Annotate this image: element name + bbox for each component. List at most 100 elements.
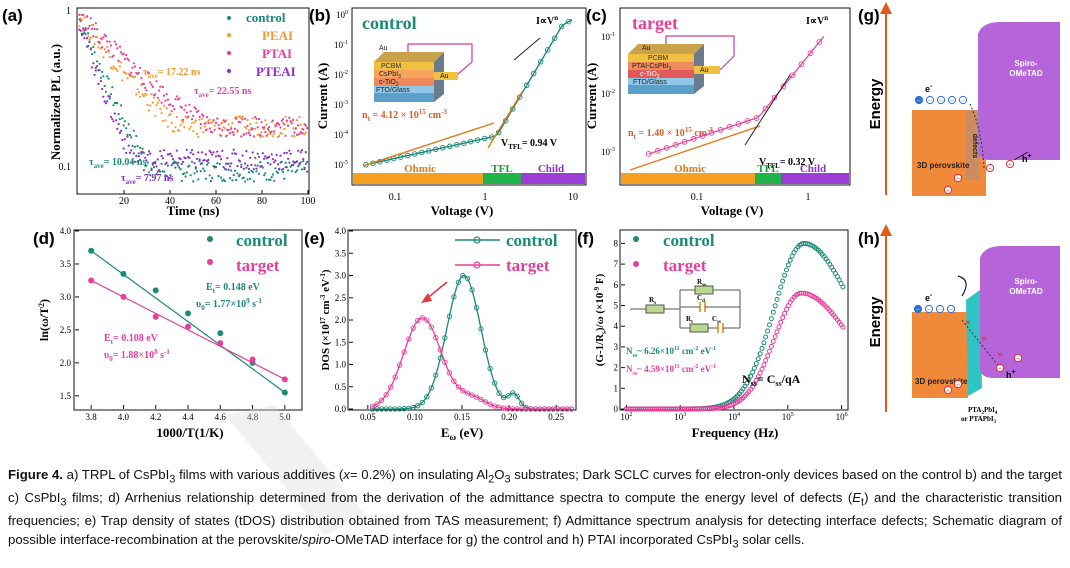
trpl-point-PTAI [259,134,262,137]
hole-sign: + [1016,355,1020,363]
panel-c-tag: (c) [586,6,607,25]
trpl-point-control [204,177,207,180]
panel-f-ticks: 102 103 104 105 106 0 1 2 3 4 5 6 7 8 [614,238,848,422]
trpl-point-PTEAI [142,169,145,172]
trpl-point-PTEAI [302,158,305,161]
trpl-point-PTEAI [297,149,300,152]
trpl-point-PTAI [217,124,220,127]
trpl-point-PEAI [142,95,145,98]
panel-c-xlabel: Voltage (V) [701,203,764,218]
tdos-point-target [428,324,434,330]
panel-b-ytick: 10-2 [334,70,348,80]
admittance-point-control [748,373,754,379]
trpl-point-PEAI [211,121,214,124]
trpl-point-PEAI [156,101,159,104]
tdos-point-target [487,401,493,407]
panel-e-tag: (e) [304,229,325,248]
trpl-point-PTAI [160,101,163,104]
trpl-point-control [245,166,248,169]
trpl-point-PEAI [112,65,115,68]
trpl-point-PTEAI [155,165,158,168]
panel-c-device-stack: Au PCBM PTAI-CsPbI3 c-TiO2 FTO/Glass Au [628,35,735,94]
trpl-point-control [112,104,115,107]
trpl-point-PTAI [78,13,81,16]
panel-e-ytick-label: 2.0 [335,315,347,325]
admittance-point-control [780,278,786,284]
svg-text:Child: Child [800,163,826,175]
electron-sign: − [916,306,920,314]
tdos-point-target [374,401,380,407]
panel-h-spiro-label: Spiro-OMeTAD [1009,277,1042,296]
trpl-point-PTEAI [189,151,192,154]
trpl-point-PTEAI [249,156,252,159]
trpl-point-control [108,97,111,100]
trpl-point-PTEAI [225,162,228,165]
trpl-point-PTAI [98,41,101,44]
tdos-point-control [469,287,475,293]
trpl-point-control [109,93,113,96]
hole-arrow [1013,151,1029,161]
admittance-point-target [767,348,772,354]
blocked-cross-icon: × [997,349,1003,361]
trpl-point-PTEAI [185,148,188,151]
panel-b-vtfl: VTFL= 0.94 V [501,138,558,151]
trpl-point-PTEAI [132,152,135,155]
trpl-point-PTEAI [161,157,164,160]
legend-ptai: PTAI [262,46,292,61]
panel-b-frame [351,7,587,186]
tdos-point-target [410,325,416,331]
trpl-point-PTEAI [203,159,206,162]
trpl-point-control [274,167,277,170]
trpl-point-PTEAI [298,162,301,165]
svg-text:or PTAPbI3: or PTAPbI3 [961,415,997,425]
trpl-point-control [269,178,272,181]
electron-sign: − [927,306,931,314]
trpl-point-PTEAI [214,155,218,158]
admittance-point-control [840,284,846,290]
admittance-point-control [774,297,780,302]
panel-c-vtfl: VTFL= 0.32 V [759,157,816,170]
trpl-point-PTAI [184,104,187,107]
panel-g-carriers: − − − − −+ +++ [914,95,1029,195]
tdos-curve-target [372,317,572,410]
trpl-point-PEAI [298,116,301,119]
trpl-point-control [217,175,220,178]
trpl-point-PTEAI [264,155,267,158]
svg-text:target: target [506,256,550,275]
trpl-point-PTEAI [300,149,304,152]
trpl-point-PEAI [141,93,144,96]
hole-marker [1005,159,1015,169]
trpl-point-PTEAI [139,158,142,161]
trpl-point-PTAI [149,81,152,84]
tdos-point-control [473,305,480,311]
trpl-point-PTEAI [195,157,199,160]
trpl-point-PEAI [254,127,257,130]
trpl-point-control [131,144,134,147]
electron-marker [958,95,968,105]
trpl-point-control [264,172,267,175]
trpl-point-PTAI [249,134,252,137]
legend-pteai: PTEAI [256,64,296,79]
tdos-point-target [451,378,457,384]
trpl-point-PTAI [220,134,223,137]
trpl-point-PTAI [145,89,148,92]
trpl-point-PTEAI [99,80,102,83]
trpl-point-PTEAI [198,158,201,161]
panel-g-defects-label: defects [971,134,978,159]
tdos-point-target [433,334,439,341]
panel-a-xtick-label: 60 [211,196,221,207]
trpl-point-PEAI [278,134,281,137]
trpl-point-PTAI [221,129,224,132]
trpl-point-PTEAI [118,131,121,134]
svg-text:Au: Au [642,45,651,52]
panel-e-ytick-label: 3.5 [335,248,347,258]
panel-f-xlabel: Frequency (Hz) [692,425,779,440]
trpl-point-PEAI [146,103,149,107]
trpl-point-control [149,174,152,177]
svg-text:Css: Css [712,315,721,325]
trpl-point-PTAI [278,123,281,126]
trpl-point-PEAI [266,133,269,136]
trpl-point-control [183,172,186,175]
trpl-point-PTAI [295,133,299,136]
trpl-point-control [198,160,201,163]
